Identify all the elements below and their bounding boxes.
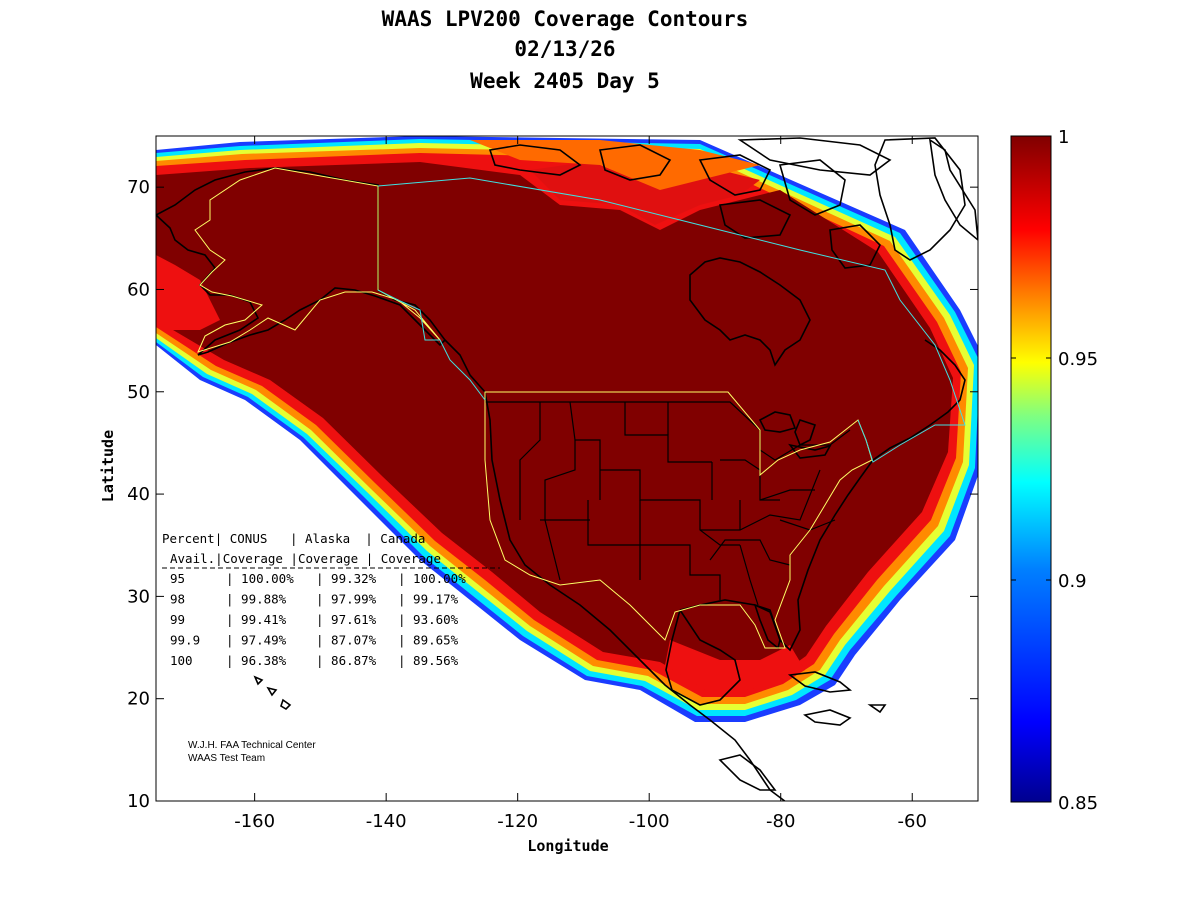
table-cell: 100: [170, 653, 193, 668]
x-tick-label: -100: [629, 811, 670, 832]
table-cell: 99.9: [170, 633, 200, 648]
plot-frame: [155, 135, 979, 802]
y-tick-label: 20: [127, 689, 150, 710]
x-tick-label: -140: [366, 811, 407, 832]
x-tick-label: -80: [766, 811, 795, 832]
table-row: 95 | 100.00% | 99.32% | 100.00%: [170, 571, 466, 586]
table-row: 98 | 99.88% | 97.99% | 99.17%: [170, 592, 459, 607]
y-tick-label: 60: [127, 279, 150, 300]
y-axis-label: Latitude: [99, 430, 117, 502]
table-cell: | 99.41%: [226, 612, 287, 627]
x-tick-label: -60: [898, 811, 927, 832]
header-alaska: Alaska: [305, 531, 350, 546]
y-tick-label: 10: [127, 791, 150, 812]
y-axis-ticks: 10 20 30 40 50 60 70: [127, 177, 978, 812]
table-cell: 98: [170, 592, 185, 607]
table-cell: | 89.65%: [398, 633, 459, 648]
table-cell: | 97.61%: [316, 612, 377, 627]
credit-line-1: W.J.H. FAA Technical Center: [188, 740, 316, 751]
table-cell: | 87.07%: [316, 633, 377, 648]
plot-area: [156, 136, 978, 801]
x-axis-ticks: -160 -140 -120 -100 -80 -60: [234, 136, 927, 832]
table-cell: | 100.00%: [398, 571, 466, 586]
table-cell: | 96.38%: [226, 653, 287, 668]
header-percent: Percent: [162, 531, 215, 546]
table-cell: | 99.88%: [226, 592, 287, 607]
colorbar-tick-label: 0.95: [1058, 349, 1098, 370]
colorbar: [1010, 135, 1052, 803]
credit-line-2: WAAS Test Team: [188, 753, 265, 764]
x-tick-label: -160: [234, 811, 275, 832]
border-outlines: [377, 177, 966, 463]
y-tick-label: 70: [127, 177, 150, 198]
table-cell: | 86.87%: [316, 653, 377, 668]
service-area-outlines: [194, 167, 873, 649]
header-canada: Canada: [380, 531, 425, 546]
table-header-row-1: Percent| CONUS | Alaska | Canada: [162, 531, 425, 546]
title-line-3: Week 2405 Day 5: [470, 69, 660, 93]
table-cell: 99: [170, 612, 185, 627]
colorbar-ticks: 1 0.95 0.9 0.85: [1011, 127, 1098, 814]
state-borders: [485, 401, 851, 606]
colorbar-tick-label: 1: [1058, 127, 1069, 148]
table-cell: 95: [170, 571, 185, 586]
table-row: 99 | 99.41% | 97.61% | 93.60%: [170, 612, 459, 627]
colorbar-tick-label: 0.9: [1058, 571, 1087, 592]
table-cell: | 99.17%: [398, 592, 459, 607]
x-axis-label: Longitude: [527, 837, 608, 855]
x-tick-label: -120: [497, 811, 538, 832]
table-cell: | 97.99%: [316, 592, 377, 607]
y-tick-label: 40: [127, 484, 150, 505]
title-line-1: WAAS LPV200 Coverage Contours: [382, 7, 749, 31]
table-cell: | 93.60%: [398, 612, 459, 627]
coverage-contours: [156, 136, 978, 722]
table-cell: | 97.49%: [226, 633, 287, 648]
y-tick-label: 50: [127, 382, 150, 403]
title-line-2: 02/13/26: [514, 37, 615, 61]
table-row: 100 | 96.38% | 86.87% | 89.56%: [170, 653, 459, 668]
table-rows: 95 | 100.00% | 99.32% | 100.00% 98 | 99.88% |…: [170, 571, 466, 668]
table-cell: | 100.00%: [226, 571, 294, 586]
table-cell: | 99.32%: [316, 571, 377, 586]
header-canada-cov: Coverage: [381, 551, 441, 566]
coverage-table: Percent| CONUS | Alaska | Canada Avail.|…: [162, 531, 500, 668]
y-tick-label: 30: [127, 586, 150, 607]
colorbar-tick-label: 0.85: [1058, 793, 1098, 814]
header-conus: CONUS: [230, 531, 268, 546]
header-alaska-cov: Coverage: [298, 551, 358, 566]
table-row: 99.9 | 97.49% | 87.07% | 89.65%: [170, 633, 459, 648]
header-avail: Avail.: [170, 551, 215, 566]
table-cell: | 89.56%: [398, 653, 459, 668]
header-conus-cov: Coverage: [223, 551, 283, 566]
table-header-row-2: Avail.|Coverage |Coverage | Coverage: [170, 551, 441, 566]
